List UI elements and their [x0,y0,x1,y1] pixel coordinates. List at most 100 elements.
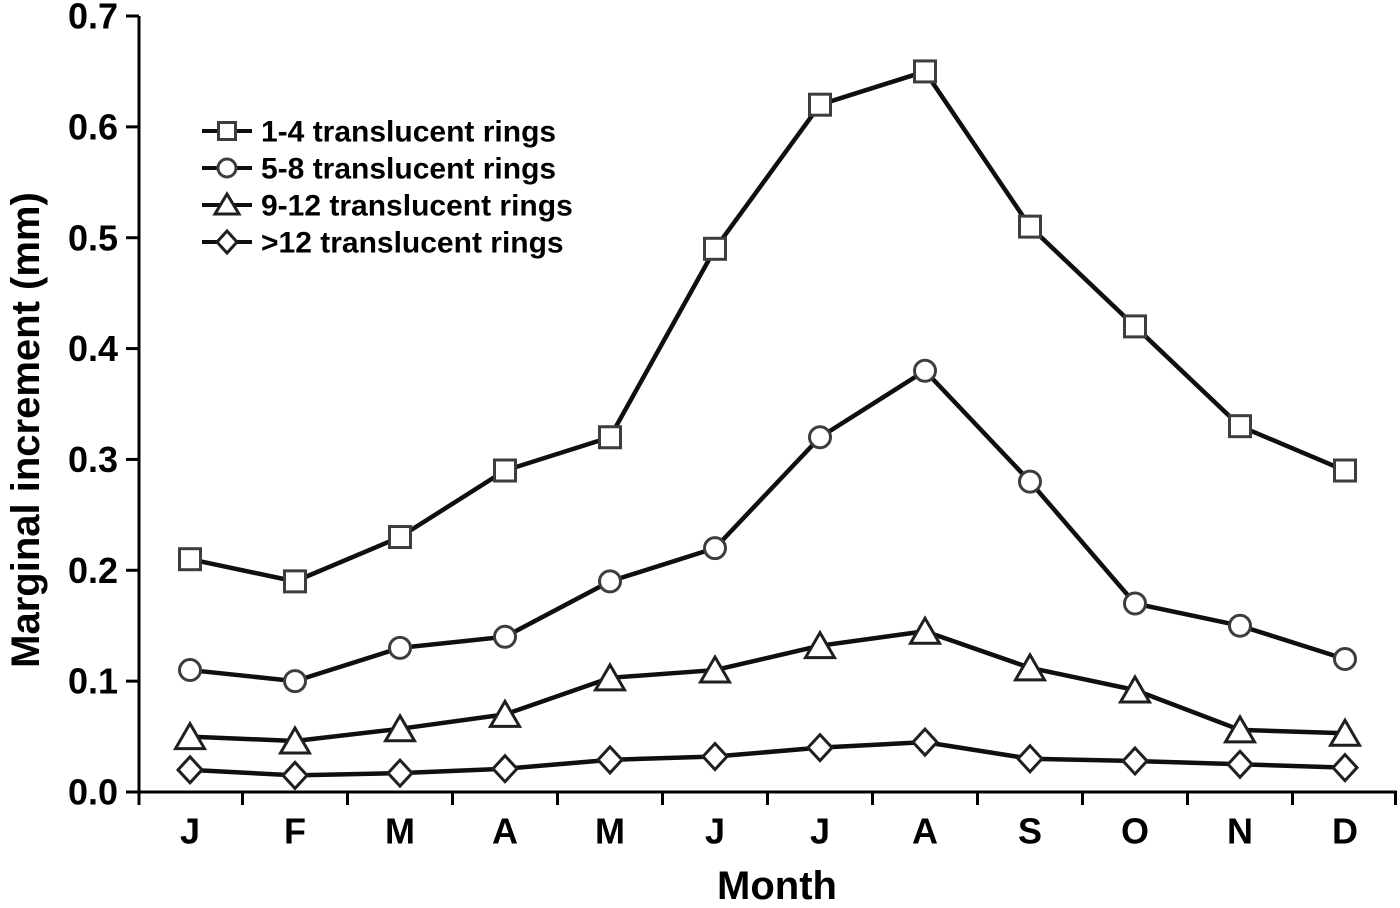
legend-item: 1-4 translucent rings [202,116,556,149]
y-axis-title: Marginal increment (mm) [4,192,48,668]
y-tick-label: 0.5 [68,217,118,258]
y-tick-label: 0.7 [68,0,118,37]
y-tick-label: 0.6 [68,106,118,147]
series-polyline [189,368,1346,684]
circle-marker [598,569,622,594]
diamond-marker [175,754,205,786]
triangle-marker [1117,674,1153,704]
diamond-marker [280,760,310,791]
triangle-marker [1327,717,1363,747]
square-marker [1333,458,1357,483]
diamond-marker [490,753,520,784]
series-line-diamond [189,739,1346,778]
series-markers [172,59,1363,791]
series-line-circle [189,368,1346,684]
diamond-marker [595,744,625,776]
series-line-triangle [189,629,1346,744]
series-polyline [189,629,1346,744]
square-marker [493,458,517,483]
legend: 1-4 translucent rings 5-8 translucent rin… [202,116,573,260]
circle-marker [1123,591,1147,616]
legend-label: 9-12 translucent rings [261,190,573,223]
y-tick-label: 0.0 [68,772,118,813]
square-marker [598,425,622,450]
y-tick-label: 0.4 [68,328,118,369]
x-tick-label: M [385,811,415,852]
x-tick-label: D [1332,811,1358,852]
circle-marker [283,669,307,694]
triangle-marker [172,720,208,751]
circle-marker [1333,646,1357,671]
legend-item: 9-12 translucent rings [202,190,573,223]
legend-label: 1-4 translucent rings [261,116,556,149]
diamond-marker [1015,743,1045,774]
square-marker [1018,214,1042,239]
diamond-marker [385,757,415,789]
square-marker [1123,314,1147,339]
y-tick-label: 0.3 [68,439,118,480]
series-markers-triangle [172,615,1363,755]
x-tick-label: N [1227,811,1253,852]
triangle-marker [907,615,943,645]
circle-marker [808,425,832,450]
series-lines [189,69,1346,778]
circle-marker [388,635,412,660]
triangle-marker [212,191,242,216]
x-tick-label: J [705,811,725,852]
diamond-marker [214,228,240,256]
square-marker [703,236,727,261]
x-tick-label: F [284,811,306,852]
series-markers-circle [178,358,1357,694]
triangle-marker [1012,651,1048,682]
triangle-marker [1222,713,1258,744]
triangle-marker [697,654,733,684]
legend-label: >12 translucent rings [261,227,564,260]
x-tick-label: A [492,811,518,852]
triangle-marker [802,629,838,660]
diamond-marker [1225,749,1255,780]
diamond-marker [910,726,940,758]
legend-item: >12 translucent rings [202,227,564,260]
legend-label: 5-8 translucent rings [261,153,556,186]
series-polyline [189,69,1346,584]
y-axis-ticks [126,14,139,794]
series-markers-diamond [175,726,1360,791]
x-axis-ticks [137,792,1397,805]
diamond-marker [805,732,835,763]
circle-marker [703,536,727,561]
circle-marker [1228,613,1252,638]
square-marker [217,121,237,141]
diamond-marker [1120,745,1150,777]
x-tick-label: M [595,811,625,852]
x-tick-label: A [912,811,938,852]
square-marker [388,525,412,550]
triangle-marker [382,712,418,743]
square-marker [1228,414,1252,439]
circle-marker [178,658,202,683]
x-tick-label: J [810,811,830,852]
square-marker [913,59,937,84]
x-axis-title: Month [717,864,837,908]
square-marker [808,92,832,117]
series-markers-square [178,59,1357,594]
diamond-marker [1330,752,1360,783]
y-tick-label: 0.2 [68,550,118,591]
y-tick-label: 0.1 [68,661,118,702]
square-marker [178,547,202,572]
circle-marker [216,157,238,179]
series-polyline [189,739,1346,778]
x-tick-label: O [1121,811,1149,852]
circle-marker [493,624,517,649]
legend-item: 5-8 translucent rings [202,153,556,186]
circle-marker [913,358,937,383]
square-marker [283,569,307,594]
triangle-marker [487,698,523,728]
diamond-marker [700,741,730,772]
series-line-square [189,69,1346,584]
triangle-marker [277,725,313,755]
circle-marker [1018,469,1042,494]
x-tick-label: J [180,811,200,852]
